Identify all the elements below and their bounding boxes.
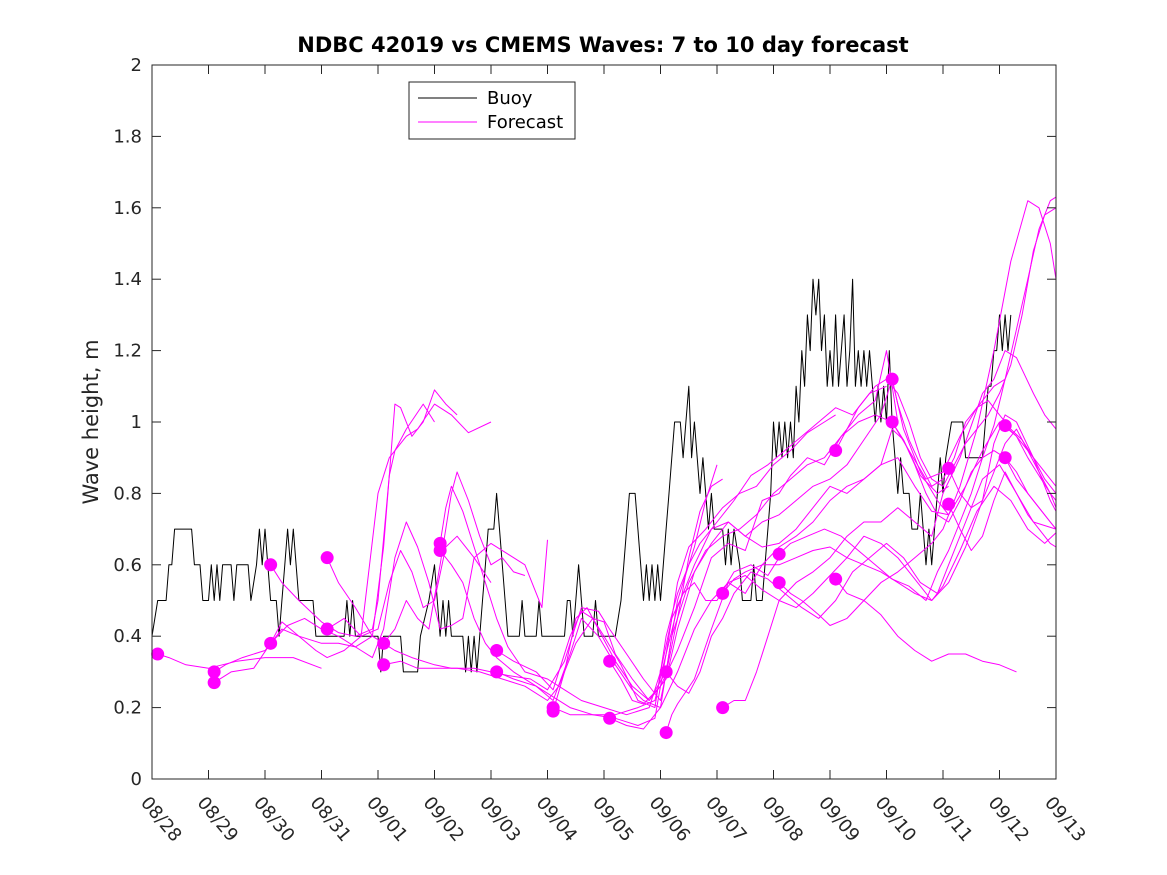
series-line-forecast-09-12b bbox=[1004, 457, 1057, 530]
legend-buoy-label: Buoy bbox=[487, 88, 533, 109]
forecast-start-marker-14 bbox=[546, 701, 560, 715]
series-line-forecast-09-02b bbox=[439, 414, 836, 726]
series-layer bbox=[151, 196, 1057, 733]
y-tick-label-8: 1.6 bbox=[113, 198, 142, 219]
series-line-forecast-09-10a bbox=[891, 379, 1057, 494]
series-line-forecast-09-01a bbox=[383, 478, 723, 701]
series-line-forecast-08-28 bbox=[157, 653, 322, 669]
series-line-forecast-09-07a bbox=[722, 414, 1057, 601]
series-line-forecast-09-12a bbox=[1004, 425, 1057, 501]
forecast-start-marker-24 bbox=[829, 572, 843, 586]
forecast-start-marker-11 bbox=[490, 643, 504, 657]
series-line-forecast-09-08b bbox=[778, 200, 1057, 626]
series-line-forecast-08-30a bbox=[270, 389, 458, 637]
y-tick-label-10: 2 bbox=[131, 55, 142, 76]
y-tick-label-7: 1.4 bbox=[113, 269, 142, 290]
series-line-forecast-08-30b bbox=[270, 521, 492, 659]
legend-box bbox=[408, 81, 576, 140]
forecast-start-marker-10 bbox=[433, 544, 447, 558]
forecast-start-marker-2 bbox=[207, 676, 221, 690]
y-axis-label: Wave height, m bbox=[79, 339, 103, 504]
forecast-start-marker-29 bbox=[998, 419, 1012, 433]
series-line-forecast-09-02a bbox=[439, 485, 780, 716]
series-line-forecast-08-31a bbox=[326, 471, 526, 644]
y-tick-label-1: 0.2 bbox=[113, 698, 142, 719]
marker-layer bbox=[151, 372, 1012, 740]
forecast-start-marker-18 bbox=[659, 726, 673, 740]
y-tick-label-0: 0 bbox=[131, 769, 142, 790]
series-line-forecast-09-06a bbox=[665, 464, 1057, 694]
forecast-start-marker-22 bbox=[772, 576, 786, 590]
forecast-start-marker-8 bbox=[377, 658, 391, 672]
series-line-forecast-09-04b bbox=[552, 428, 949, 716]
forecast-start-marker-12 bbox=[490, 665, 504, 679]
series-line-forecast-09-05b bbox=[609, 421, 1057, 730]
forecast-start-marker-28 bbox=[942, 497, 956, 511]
series-line-forecast-09-09b bbox=[835, 578, 1017, 673]
forecast-start-marker-0 bbox=[151, 647, 165, 661]
forecast-start-marker-27 bbox=[942, 461, 956, 475]
series-line-forecast-08-29a bbox=[213, 403, 435, 673]
legend: Buoy Forecast bbox=[408, 81, 576, 140]
y-tick-label-6: 1.2 bbox=[113, 341, 142, 362]
forecast-start-marker-3 bbox=[264, 558, 278, 572]
forecast-start-marker-4 bbox=[264, 636, 278, 650]
forecast-start-marker-30 bbox=[998, 451, 1012, 465]
forecast-start-marker-19 bbox=[716, 586, 730, 600]
forecast-start-marker-25 bbox=[885, 372, 899, 386]
y-tick-label-4: 0.8 bbox=[113, 483, 142, 504]
chart-title: NDBC 42019 vs CMEMS Waves: 7 to 10 day f… bbox=[297, 33, 908, 57]
forecast-start-marker-15 bbox=[603, 654, 617, 668]
y-tick-label-9: 1.8 bbox=[113, 126, 142, 147]
forecast-start-marker-16 bbox=[603, 711, 617, 725]
forecast-start-marker-5 bbox=[320, 551, 334, 565]
series-line-forecast-09-03a bbox=[496, 385, 887, 709]
series-line-forecast-09-11b bbox=[948, 471, 1057, 551]
y-tick-label-3: 0.6 bbox=[113, 555, 142, 576]
y-tick-label-5: 1 bbox=[131, 412, 142, 433]
series-line-buoy bbox=[151, 278, 1012, 673]
series-line-forecast-08-31b bbox=[326, 535, 548, 637]
series-line-forecast-09-08a bbox=[778, 196, 1057, 601]
forecast-start-marker-20 bbox=[716, 701, 730, 715]
forecast-start-marker-1 bbox=[207, 665, 221, 679]
forecast-start-marker-23 bbox=[829, 444, 843, 458]
series-line-forecast-09-09a bbox=[835, 207, 1057, 487]
plot-area bbox=[151, 64, 1057, 780]
forecast-start-marker-17 bbox=[659, 665, 673, 679]
forecast-start-marker-7 bbox=[377, 636, 391, 650]
series-line-forecast-09-07b bbox=[722, 350, 1057, 709]
forecast-start-marker-21 bbox=[772, 547, 786, 561]
series-line-forecast-09-05a bbox=[609, 378, 1006, 705]
forecast-start-marker-26 bbox=[885, 415, 899, 429]
series-line-forecast-09-11a bbox=[948, 428, 1057, 509]
forecast-start-marker-6 bbox=[320, 622, 334, 636]
legend-forecast-label: Forecast bbox=[487, 112, 563, 133]
y-tick-label-2: 0.4 bbox=[113, 626, 142, 647]
series-line-forecast-09-06b bbox=[665, 485, 1057, 733]
y-axis: 0 0.2 0.4 0.6 0.8 1 1.2 1.4 1.6 1.8 2 bbox=[113, 55, 1056, 790]
axes-background bbox=[152, 65, 1056, 779]
